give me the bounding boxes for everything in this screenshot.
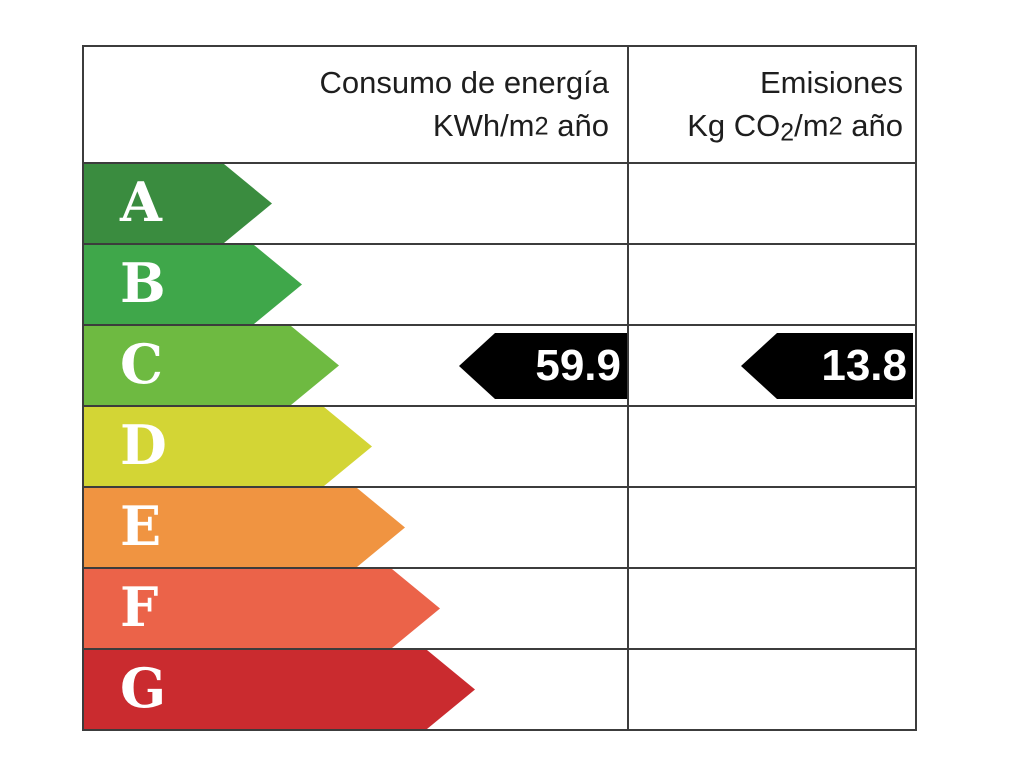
rating-band-c-arrow: C bbox=[84, 326, 339, 405]
rating-band-a-arrow: A bbox=[84, 164, 272, 243]
emissions-value-arrow: 13.8 bbox=[741, 333, 913, 399]
rating-band-b-arrow: B bbox=[84, 245, 302, 324]
rating-row-e: E bbox=[84, 486, 915, 567]
consumption-header-line2: KWh/m2 año bbox=[432, 108, 609, 143]
rating-letter-c: C bbox=[120, 331, 163, 396]
rating-letter-b: B bbox=[120, 250, 166, 315]
rating-row-d: D bbox=[84, 405, 915, 486]
rating-band-d-arrow: D bbox=[84, 407, 372, 486]
rating-letter-a: A bbox=[120, 169, 162, 234]
emissions-header-line2: Kg CO2/m2 año bbox=[687, 108, 903, 147]
rating-band-g-arrow: G bbox=[84, 650, 475, 729]
rating-row-f: F bbox=[84, 567, 915, 648]
rating-row-g: G bbox=[84, 648, 915, 729]
energy-rating-label: Consumo de energía KWh/m2 año Emisiones … bbox=[82, 45, 917, 731]
consumption-header: Consumo de energía KWh/m2 año bbox=[84, 47, 627, 162]
column-divider bbox=[627, 47, 629, 729]
consumption-header-line1: Consumo de energía bbox=[319, 65, 609, 100]
rating-band-e-arrow: E bbox=[84, 488, 405, 567]
emissions-header-line1: Emisiones bbox=[760, 65, 903, 100]
rating-letter-g: G bbox=[120, 655, 167, 720]
rating-letter-f: F bbox=[120, 574, 159, 639]
emissions-header: Emisiones Kg CO2/m2 año bbox=[629, 47, 915, 162]
rating-row-a: A bbox=[84, 162, 915, 243]
consumption-value-arrow: 59.9 bbox=[459, 333, 627, 399]
rating-row-b: B bbox=[84, 243, 915, 324]
rating-row-c: C 59.9 13.8 bbox=[84, 324, 915, 405]
rating-letter-e: E bbox=[120, 493, 162, 558]
rating-letter-d: D bbox=[120, 412, 167, 477]
rating-band-f-arrow: F bbox=[84, 569, 440, 648]
header-row: Consumo de energía KWh/m2 año Emisiones … bbox=[84, 47, 915, 162]
